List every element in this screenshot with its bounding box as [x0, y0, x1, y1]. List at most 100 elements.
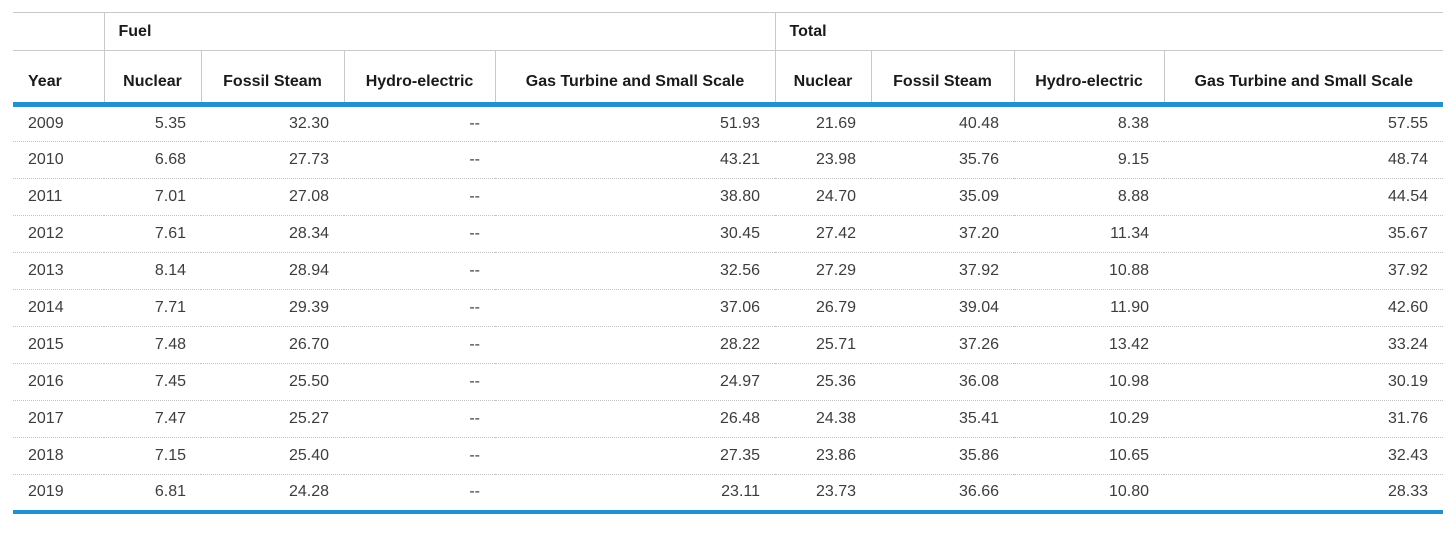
value-cell: 7.47 [104, 400, 201, 438]
column-header-total-gas-turbine: Gas Turbine and Small Scale [1163, 50, 1444, 107]
value-cell: 24.28 [201, 474, 344, 514]
value-cell: 27.35 [495, 437, 776, 475]
value-cell: 39.04 [871, 289, 1015, 327]
table-row: 2019 6.81 24.28 -- 23.11 23.73 36.66 10.80 28.33 [13, 474, 1444, 514]
value-cell: 25.71 [775, 326, 872, 364]
table-row: 2009 5.35 32.30 -- 51.93 21.69 40.48 8.38 57.55 [13, 104, 1444, 142]
value-cell: -- [344, 363, 495, 401]
value-cell: 8.14 [104, 252, 201, 290]
table-row: 2012 7.61 28.34 -- 30.45 27.42 37.20 11.34 35.67 [13, 215, 1444, 253]
value-cell: 48.74 [1164, 141, 1444, 179]
value-cell: 23.86 [775, 437, 872, 475]
table-row: 2013 8.14 28.94 -- 32.56 27.29 37.92 10.88 37.92 [13, 252, 1444, 290]
value-cell: 35.76 [871, 141, 1015, 179]
group-header-total: Total [774, 12, 1444, 51]
group-header-fuel: Fuel [103, 12, 776, 51]
value-cell: 27.73 [201, 141, 344, 179]
value-cell: 23.98 [775, 141, 872, 179]
group-header-row: Fuel Total [13, 12, 1444, 51]
value-cell: 30.19 [1164, 363, 1444, 401]
value-cell: 37.06 [495, 289, 776, 327]
column-header-row: Year Nuclear Fossil Steam Hydro-electric… [13, 50, 1444, 107]
year-cell: 2016 [13, 363, 104, 401]
column-header-total-nuclear: Nuclear [774, 50, 872, 107]
table-row: 2018 7.15 25.40 -- 27.35 23.86 35.86 10.65 32.43 [13, 437, 1444, 475]
value-cell: -- [344, 289, 495, 327]
value-cell: -- [344, 437, 495, 475]
value-cell: 10.29 [1014, 400, 1165, 438]
value-cell: -- [344, 326, 495, 364]
table-row: 2014 7.71 29.39 -- 37.06 26.79 39.04 11.90 42.60 [13, 289, 1444, 327]
value-cell: 21.69 [775, 104, 872, 142]
value-cell: 6.81 [104, 474, 201, 514]
year-cell: 2017 [13, 400, 104, 438]
value-cell: -- [344, 215, 495, 253]
value-cell: 32.43 [1164, 437, 1444, 475]
value-cell: 36.08 [871, 363, 1015, 401]
column-header-total-fossil-steam: Fossil Steam [870, 50, 1015, 107]
value-cell: 42.60 [1164, 289, 1444, 327]
table-row: 2011 7.01 27.08 -- 38.80 24.70 35.09 8.88 44.54 [13, 178, 1444, 216]
value-cell: 35.67 [1164, 215, 1444, 253]
value-cell: 10.88 [1014, 252, 1165, 290]
value-cell: 23.11 [495, 474, 776, 514]
value-cell: -- [344, 474, 495, 514]
value-cell: 30.45 [495, 215, 776, 253]
value-cell: 7.48 [104, 326, 201, 364]
year-cell: 2018 [13, 437, 104, 475]
value-cell: 10.65 [1014, 437, 1165, 475]
value-cell: 37.26 [871, 326, 1015, 364]
value-cell: 37.20 [871, 215, 1015, 253]
table-row: 2016 7.45 25.50 -- 24.97 25.36 36.08 10.98 30.19 [13, 363, 1444, 401]
value-cell: 10.98 [1014, 363, 1165, 401]
value-cell: -- [344, 104, 495, 142]
value-cell: 27.42 [775, 215, 872, 253]
column-header-fuel-nuclear: Nuclear [103, 50, 201, 107]
column-header-fuel-gas-turbine: Gas Turbine and Small Scale [494, 50, 776, 107]
value-cell: 51.93 [495, 104, 776, 142]
value-cell: 24.97 [495, 363, 776, 401]
value-cell: 38.80 [495, 178, 776, 216]
value-cell: 11.34 [1014, 215, 1165, 253]
value-cell: 35.86 [871, 437, 1015, 475]
value-cell: 23.73 [775, 474, 872, 514]
column-header-fuel-fossil-steam: Fossil Steam [200, 50, 344, 107]
group-header-empty [13, 12, 104, 51]
year-cell: 2013 [13, 252, 104, 290]
operating-expenses-table: Fuel Total Year Nuclear Fossil Steam Hyd… [13, 12, 1444, 514]
value-cell: 13.42 [1014, 326, 1165, 364]
table-body: 2009 5.35 32.30 -- 51.93 21.69 40.48 8.38 57.55 2… [13, 104, 1444, 514]
value-cell: -- [344, 178, 495, 216]
table-row: 2015 7.48 26.70 -- 28.22 25.71 37.26 13.42 33.24 [13, 326, 1444, 364]
value-cell: 7.45 [104, 363, 201, 401]
year-cell: 2010 [13, 141, 104, 179]
value-cell: 7.15 [104, 437, 201, 475]
value-cell: -- [344, 252, 495, 290]
value-cell: 25.36 [775, 363, 872, 401]
value-cell: 27.08 [201, 178, 344, 216]
value-cell: 28.33 [1164, 474, 1444, 514]
value-cell: 24.70 [775, 178, 872, 216]
value-cell: 27.29 [775, 252, 872, 290]
value-cell: 7.01 [104, 178, 201, 216]
value-cell: 37.92 [871, 252, 1015, 290]
value-cell: 32.56 [495, 252, 776, 290]
year-cell: 2012 [13, 215, 104, 253]
value-cell: 44.54 [1164, 178, 1444, 216]
value-cell: 26.48 [495, 400, 776, 438]
value-cell: -- [344, 141, 495, 179]
value-cell: 7.61 [104, 215, 201, 253]
column-header-total-hydro-electric: Hydro-electric [1013, 50, 1165, 107]
value-cell: 8.88 [1014, 178, 1165, 216]
value-cell: 24.38 [775, 400, 872, 438]
value-cell: -- [344, 400, 495, 438]
value-cell: 40.48 [871, 104, 1015, 142]
value-cell: 37.92 [1164, 252, 1444, 290]
column-header-fuel-hydro-electric: Hydro-electric [343, 50, 495, 107]
year-cell: 2019 [13, 474, 104, 514]
value-cell: 25.40 [201, 437, 344, 475]
year-cell: 2011 [13, 178, 104, 216]
value-cell: 6.68 [104, 141, 201, 179]
value-cell: 57.55 [1164, 104, 1444, 142]
value-cell: 25.27 [201, 400, 344, 438]
